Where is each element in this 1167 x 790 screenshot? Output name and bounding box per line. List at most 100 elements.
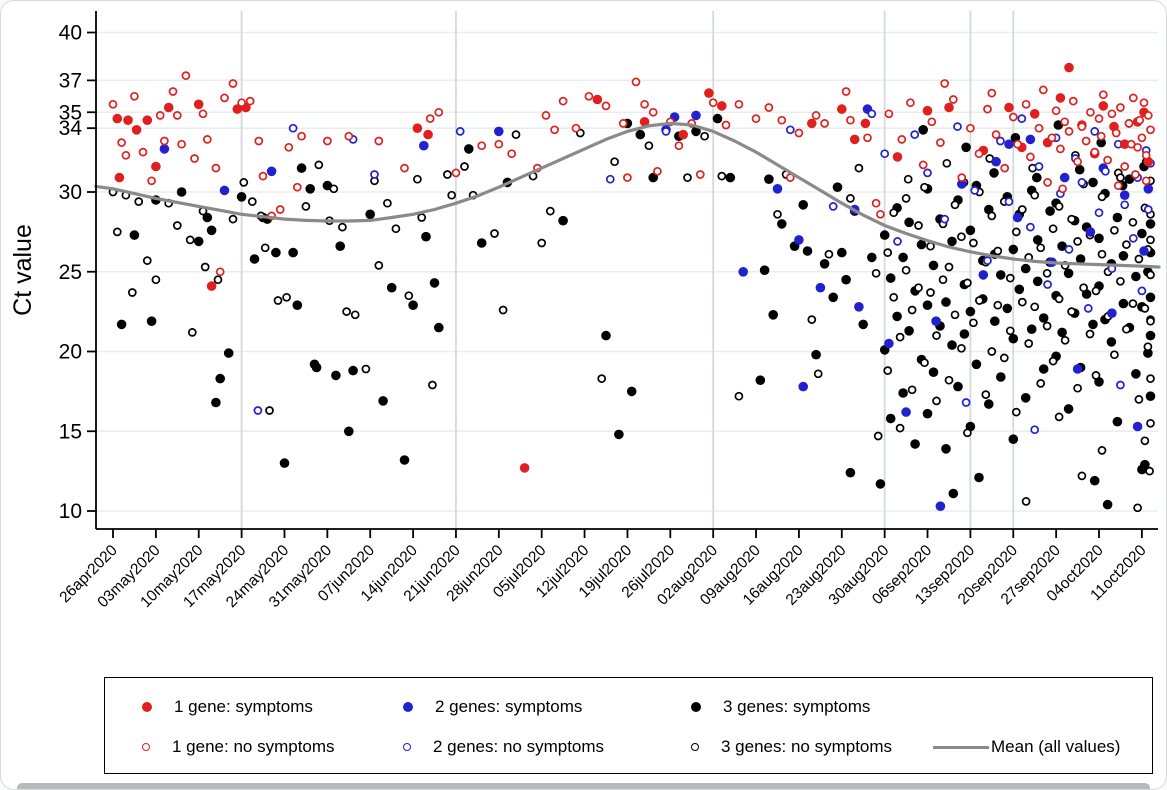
data-point (1013, 139, 1022, 149)
data-point (1004, 139, 1014, 149)
data-point (772, 184, 783, 194)
data-point (1063, 404, 1074, 414)
data-point (558, 215, 568, 226)
data-point (1141, 176, 1151, 186)
data-point (1075, 254, 1086, 264)
data-point (759, 265, 770, 276)
data-point (1119, 190, 1130, 200)
data-point (1057, 241, 1067, 251)
data-point (944, 262, 954, 272)
data-point (1054, 412, 1064, 422)
data-point (837, 247, 847, 258)
data-point (399, 455, 410, 465)
data-point (1058, 184, 1067, 194)
data-point (1017, 205, 1027, 214)
data-point (927, 117, 937, 127)
legend-label: 1 gene: symptoms (174, 697, 313, 716)
data-point (907, 385, 917, 395)
data-point (1008, 434, 1019, 445)
data-point (1038, 364, 1049, 374)
legend-label: 2 genes: symptoms (435, 697, 583, 716)
data-point (1107, 109, 1117, 119)
data-point (1145, 466, 1154, 476)
data-point (1020, 263, 1031, 274)
data-point (863, 133, 872, 143)
data-point (969, 238, 978, 248)
legend-label: Mean (all values) (991, 737, 1121, 756)
data-point (1081, 136, 1091, 146)
data-point (1036, 243, 1046, 253)
data-point (1146, 316, 1155, 326)
data-point (1063, 268, 1074, 279)
data-point (820, 119, 829, 128)
data-point (999, 353, 1009, 363)
data-point (957, 343, 966, 353)
data-point (1116, 173, 1125, 182)
data-point (443, 170, 452, 179)
legend-label: 3 genes: no symptoms (721, 737, 893, 756)
data-point (884, 109, 894, 119)
data-point (417, 213, 427, 222)
data-point (1133, 503, 1142, 513)
adjacent-card-edge (17, 783, 1150, 789)
data-point (957, 232, 966, 242)
y-tick-label: 30 (59, 181, 82, 204)
data-point (807, 315, 817, 324)
data-point (918, 125, 928, 135)
data-point (987, 211, 997, 221)
data-point (1143, 184, 1154, 194)
data-point (266, 166, 277, 177)
data-point (811, 349, 821, 360)
data-point (228, 79, 238, 88)
data-point (1116, 103, 1125, 112)
data-point (519, 463, 530, 473)
data-point (1119, 139, 1130, 149)
data-point (1091, 371, 1101, 380)
data-point (130, 91, 139, 101)
data-point (1112, 212, 1123, 223)
data-point (1107, 308, 1117, 319)
legend-entry-3genes-no-symptoms: 3 genes: no symptoms (691, 736, 892, 758)
data-point (1045, 206, 1055, 216)
data-point (1024, 339, 1034, 348)
data-point (932, 331, 941, 340)
data-point (451, 168, 461, 178)
data-point (1145, 219, 1156, 229)
data-point (434, 107, 444, 117)
data-point (1030, 190, 1040, 200)
data-point (1137, 286, 1147, 296)
data-point (871, 268, 881, 278)
data-point (948, 488, 959, 499)
data-point (755, 375, 766, 386)
data-point (1128, 233, 1138, 243)
data-point (893, 237, 902, 246)
data-point (978, 270, 989, 280)
data-point (1077, 122, 1087, 131)
data-point (455, 127, 465, 136)
data-point (953, 381, 963, 392)
data-point (206, 225, 217, 236)
data-point (601, 330, 611, 341)
black-hollow-dot-icon (691, 743, 699, 751)
data-point (738, 267, 748, 277)
data-point (400, 163, 409, 173)
data-point (193, 99, 204, 110)
data-point (1143, 111, 1153, 120)
data-point (1139, 246, 1149, 256)
data-point (605, 174, 615, 184)
data-point (965, 306, 976, 317)
data-point (1132, 421, 1143, 432)
data-point (1118, 251, 1129, 261)
legend-entry-1gene-symptoms: 1 gene: symptoms (142, 696, 313, 718)
data-point (1146, 270, 1155, 280)
data-point (1068, 96, 1078, 106)
data-point (884, 338, 894, 349)
data-point (983, 104, 992, 114)
data-point (860, 118, 871, 129)
data-point (969, 318, 978, 328)
y-tick-label: 20 (59, 341, 82, 364)
data-point (213, 275, 223, 285)
data-point (1137, 133, 1147, 143)
data-point (211, 397, 221, 408)
data-point (117, 138, 126, 147)
